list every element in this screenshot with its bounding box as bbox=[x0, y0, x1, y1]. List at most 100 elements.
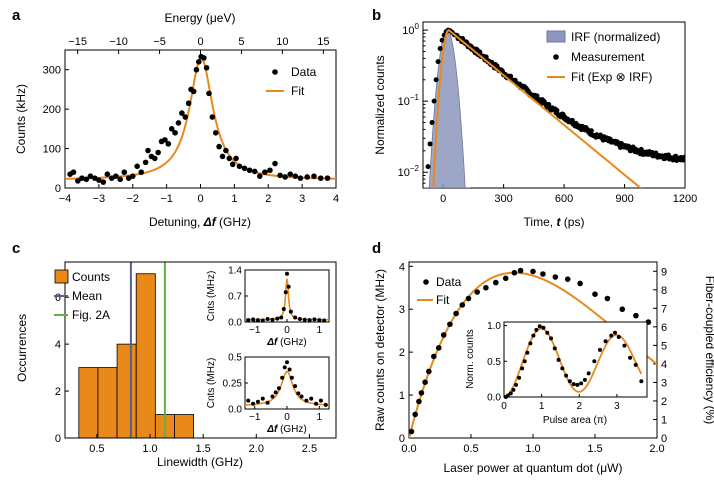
x-axis-label: Time, t (ps) bbox=[524, 215, 585, 229]
inset-x-tick-label: 2 bbox=[576, 401, 582, 412]
data-point bbox=[474, 289, 481, 295]
data-point bbox=[196, 59, 202, 65]
data-point bbox=[633, 312, 639, 319]
data-point bbox=[493, 279, 499, 286]
histogram-bar bbox=[135, 273, 156, 439]
x-tick-label: 1.0 bbox=[142, 443, 157, 455]
x-axis-label: Linewidth (GHz) bbox=[157, 455, 243, 469]
inset-point bbox=[312, 317, 317, 322]
measurement-point bbox=[682, 154, 685, 160]
inset-x-tick-label: 1 bbox=[317, 412, 323, 423]
legend-irf-swatch bbox=[546, 30, 566, 43]
x-tick-label: −3 bbox=[93, 193, 106, 205]
measurement-point bbox=[554, 107, 560, 113]
top-tick-label: −5 bbox=[153, 36, 166, 48]
inset-x-tick-label: 1 bbox=[539, 401, 545, 412]
inset-point bbox=[322, 318, 327, 323]
x-tick-label: −4 bbox=[59, 193, 72, 205]
inset-point bbox=[567, 379, 572, 384]
inset-point bbox=[531, 333, 536, 338]
y-tick-label: 2 bbox=[399, 347, 405, 359]
inset-point bbox=[537, 324, 542, 329]
y-tick-label: 1 bbox=[399, 390, 405, 402]
x-tick-label: 300 bbox=[494, 193, 512, 205]
data-point bbox=[172, 130, 178, 136]
inset: Pulse area (π) Norm. counts 0 1 2 3 0.0 0.5 1.… bbox=[465, 321, 648, 426]
inset-point bbox=[579, 381, 584, 386]
legend-data-marker bbox=[423, 279, 429, 285]
y-axis-label: Raw counts on detector (MHz) bbox=[373, 269, 387, 431]
legend: Counts Mean Fig. 2A bbox=[54, 269, 110, 322]
x-tick-label: −2 bbox=[126, 193, 139, 205]
data-point bbox=[79, 175, 85, 181]
data-point bbox=[311, 173, 317, 179]
data-point bbox=[604, 295, 611, 302]
inset-point bbox=[575, 382, 580, 387]
data-point bbox=[241, 165, 248, 172]
inset-point bbox=[314, 401, 319, 406]
inset-point bbox=[270, 394, 275, 399]
inset-y-tick-label: 0.0 bbox=[228, 318, 242, 329]
legend-irf-label: IRF (normalized) bbox=[571, 30, 660, 44]
x-tick-label: 0 bbox=[440, 193, 446, 205]
top-axis-label: Energy (μeV) bbox=[165, 11, 236, 25]
inset-1-x-label: Δf (GHz) bbox=[266, 337, 307, 348]
inset-point bbox=[293, 315, 298, 320]
data-point bbox=[426, 368, 432, 375]
inset-point bbox=[275, 316, 280, 321]
inset-point bbox=[560, 366, 565, 371]
inset-point bbox=[541, 325, 546, 330]
legend-data-marker bbox=[272, 69, 278, 75]
measurement-point bbox=[569, 117, 575, 123]
y-right-tick-label: 7 bbox=[661, 303, 667, 315]
histogram-bar bbox=[116, 343, 137, 439]
y-axis-label: Counts (kHz) bbox=[14, 84, 28, 154]
data-point bbox=[212, 130, 219, 136]
inset-point bbox=[639, 379, 644, 384]
inset-point bbox=[251, 317, 256, 322]
data-points bbox=[409, 267, 652, 435]
data-point bbox=[182, 114, 189, 120]
legend: Data Fit bbox=[417, 275, 462, 307]
data-point bbox=[168, 126, 175, 132]
legend: Data Fit bbox=[266, 65, 317, 98]
y-axis-label: Occurrences bbox=[15, 314, 29, 382]
data-point bbox=[297, 175, 304, 181]
y-tick-label: 3 bbox=[399, 304, 405, 316]
inset-point bbox=[603, 339, 608, 344]
measurement-point bbox=[433, 77, 439, 83]
data-point bbox=[96, 177, 102, 183]
data-point bbox=[236, 163, 243, 170]
panel-c: Linewidth (GHz) Occurrences 0.5 1.0 1.5 2.0… bbox=[15, 261, 337, 469]
inset-y-tick-label: 0.25 bbox=[223, 379, 243, 390]
inset-point bbox=[592, 359, 597, 364]
x-tick-label: 2 bbox=[265, 193, 271, 205]
inset-point bbox=[285, 360, 289, 365]
y-tick-label: 0 bbox=[55, 183, 61, 195]
inset-point bbox=[289, 375, 294, 380]
data-point bbox=[282, 174, 288, 180]
data-point bbox=[179, 110, 185, 116]
inset-y-tick-label: 1.0 bbox=[487, 321, 501, 332]
y-right-tick-label: 0 bbox=[661, 433, 667, 445]
data-point bbox=[287, 171, 294, 177]
axes-frame bbox=[64, 261, 337, 439]
data-point bbox=[206, 90, 212, 97]
y-axis-right-label: Fiber-coupled efficiency (%) bbox=[703, 276, 714, 425]
data-point bbox=[165, 141, 172, 147]
measurement-point bbox=[437, 46, 443, 52]
data-point bbox=[134, 163, 140, 170]
data-point bbox=[70, 169, 77, 176]
panel-label-d: d bbox=[372, 240, 381, 257]
inset-1-frame bbox=[244, 269, 330, 323]
inset-point bbox=[517, 375, 522, 380]
y-tick-label: 4 bbox=[399, 261, 405, 273]
measurement-points bbox=[425, 27, 685, 170]
inset-point bbox=[609, 333, 614, 338]
panel-b: Time, t (ps) Normalized counts 0 300 600 90… bbox=[373, 21, 697, 229]
y-tick-label: 0 bbox=[399, 433, 405, 445]
data-point bbox=[219, 153, 226, 160]
data-point bbox=[226, 155, 233, 162]
legend-fit-label: Fit bbox=[291, 84, 305, 98]
x-axis-label: Laser power at quantum dot (μW) bbox=[444, 461, 623, 475]
